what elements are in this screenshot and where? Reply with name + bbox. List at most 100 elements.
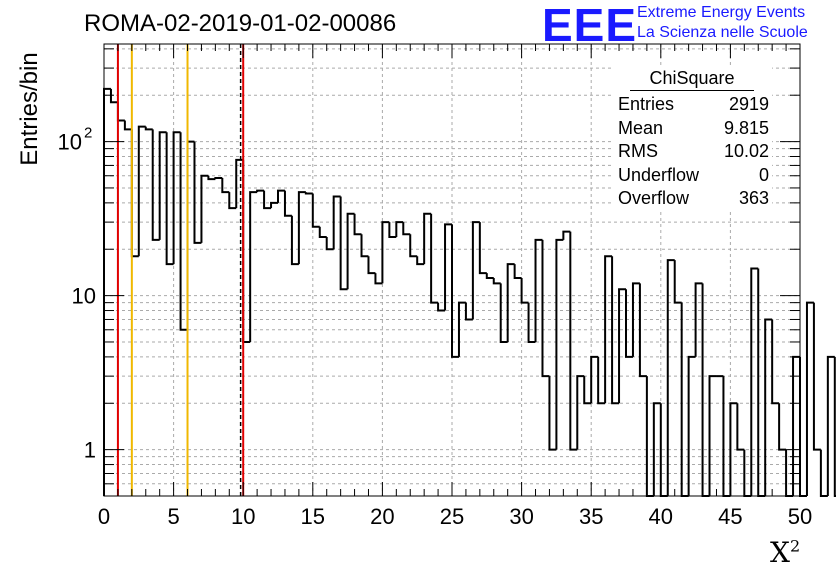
histogram-bin [109, 88, 118, 104]
histogram-bin [395, 221, 404, 238]
histogram-bin [353, 213, 362, 236]
histogram-bin [263, 190, 272, 210]
histogram-bin [464, 302, 473, 321]
stats-value: 9.815 [723, 117, 769, 138]
histogram-bin [708, 375, 717, 496]
histogram-bin [812, 302, 821, 451]
histogram-bin [283, 190, 292, 217]
stats-label: RMS [618, 141, 658, 161]
stats-row-overflow: Overflow 363 [612, 187, 772, 211]
histogram-bin [778, 403, 787, 451]
histogram-bin [652, 402, 661, 496]
histogram-bin [764, 318, 773, 496]
histogram-bin [499, 283, 508, 343]
histogram-bin [423, 212, 432, 265]
histogram-bin [200, 174, 209, 243]
histogram-bin [645, 376, 654, 497]
histogram-bin [534, 238, 543, 342]
histogram-bin [430, 213, 439, 304]
stats-value: 10.02 [723, 141, 769, 161]
histogram-bin [270, 201, 278, 209]
stats-value: 2919 [728, 94, 769, 114]
histogram-bin [444, 223, 452, 311]
histogram-bin [687, 355, 696, 496]
histogram-bin [611, 256, 620, 405]
histogram-bin [666, 259, 675, 496]
histogram-bin [771, 319, 780, 405]
histogram-bin [402, 222, 411, 236]
histogram-bin [485, 273, 494, 280]
histogram-bin [569, 231, 578, 451]
histogram-bin [381, 221, 390, 284]
x-axis-label: X2 [770, 536, 800, 569]
logo-line-2: La Scienza nelle Scuole [637, 24, 808, 41]
histogram-bin [304, 192, 313, 195]
y-tick-label: 10 [58, 130, 82, 155]
histogram-bin [207, 175, 216, 181]
stats-row-entries: Entries 2919 [612, 93, 772, 117]
histogram-bin [750, 267, 759, 496]
histogram-bin [256, 189, 265, 193]
histogram-bin [137, 125, 146, 257]
histogram-bin [123, 120, 132, 131]
histogram-bin [583, 376, 592, 405]
stats-label: Mean [618, 117, 664, 138]
histogram-bin [527, 302, 536, 343]
histogram-bars [103, 87, 836, 497]
histogram-bin [228, 192, 237, 210]
x-tick-label: 50 [788, 504, 812, 529]
histogram-bin [416, 256, 425, 266]
x-tick-label: 10 [231, 504, 255, 529]
histogram-bin [186, 140, 195, 330]
histogram-bin [339, 196, 348, 291]
stats-label: Overflow [618, 188, 690, 208]
histogram-bin [478, 222, 487, 275]
histogram-bin [541, 239, 550, 378]
histogram-bin [325, 237, 334, 251]
histogram-bin [235, 158, 244, 209]
histogram-bin [673, 260, 682, 304]
histogram-bin [548, 376, 557, 451]
histogram-bin [506, 263, 515, 342]
histogram-bin [597, 356, 606, 405]
x-tick-label: 45 [718, 504, 742, 529]
histogram-bin [792, 355, 800, 496]
histogram-bin [833, 356, 836, 497]
reference-lines [116, 44, 245, 496]
eee-logo: EEE [542, 0, 638, 51]
grid-lines [104, 44, 800, 497]
x-axis-label-superscript: 2 [789, 536, 801, 556]
histogram-bin [638, 283, 647, 378]
x-axis-label-text: X [770, 536, 790, 569]
histogram-bin [437, 302, 446, 312]
stats-label: Underflow [618, 164, 700, 185]
y-axis-label: Entries/bin [16, 52, 43, 166]
histogram-bin [297, 191, 306, 265]
logo-line-1: Extreme Energy Events [637, 4, 806, 21]
histogram-bin [116, 102, 125, 122]
axis-ticks [103, 44, 801, 497]
histogram-bin [555, 238, 564, 450]
histogram-bin [318, 226, 327, 239]
histogram-bin [576, 375, 585, 450]
histogram-bin [214, 177, 223, 180]
histogram-bin [332, 195, 341, 250]
histogram-bin [625, 289, 633, 358]
histogram-bin [799, 356, 807, 497]
histogram-bin [346, 212, 355, 290]
histogram-bin [492, 278, 501, 285]
histogram-bin [694, 282, 703, 357]
histogram-bin [144, 126, 153, 131]
y-tick-label: 1 [84, 438, 96, 463]
x-tick-label: 0 [98, 504, 110, 529]
histogram-bin [179, 132, 188, 331]
histogram-bin [360, 234, 369, 258]
x-tick-label: 5 [167, 504, 179, 529]
histogram-bin [736, 403, 745, 451]
stats-label: Entries [618, 94, 675, 114]
histogram-bin [290, 215, 299, 266]
histogram-bin [367, 256, 376, 275]
x-tick-label: 35 [579, 504, 603, 529]
stats-value: 0 [758, 164, 769, 185]
